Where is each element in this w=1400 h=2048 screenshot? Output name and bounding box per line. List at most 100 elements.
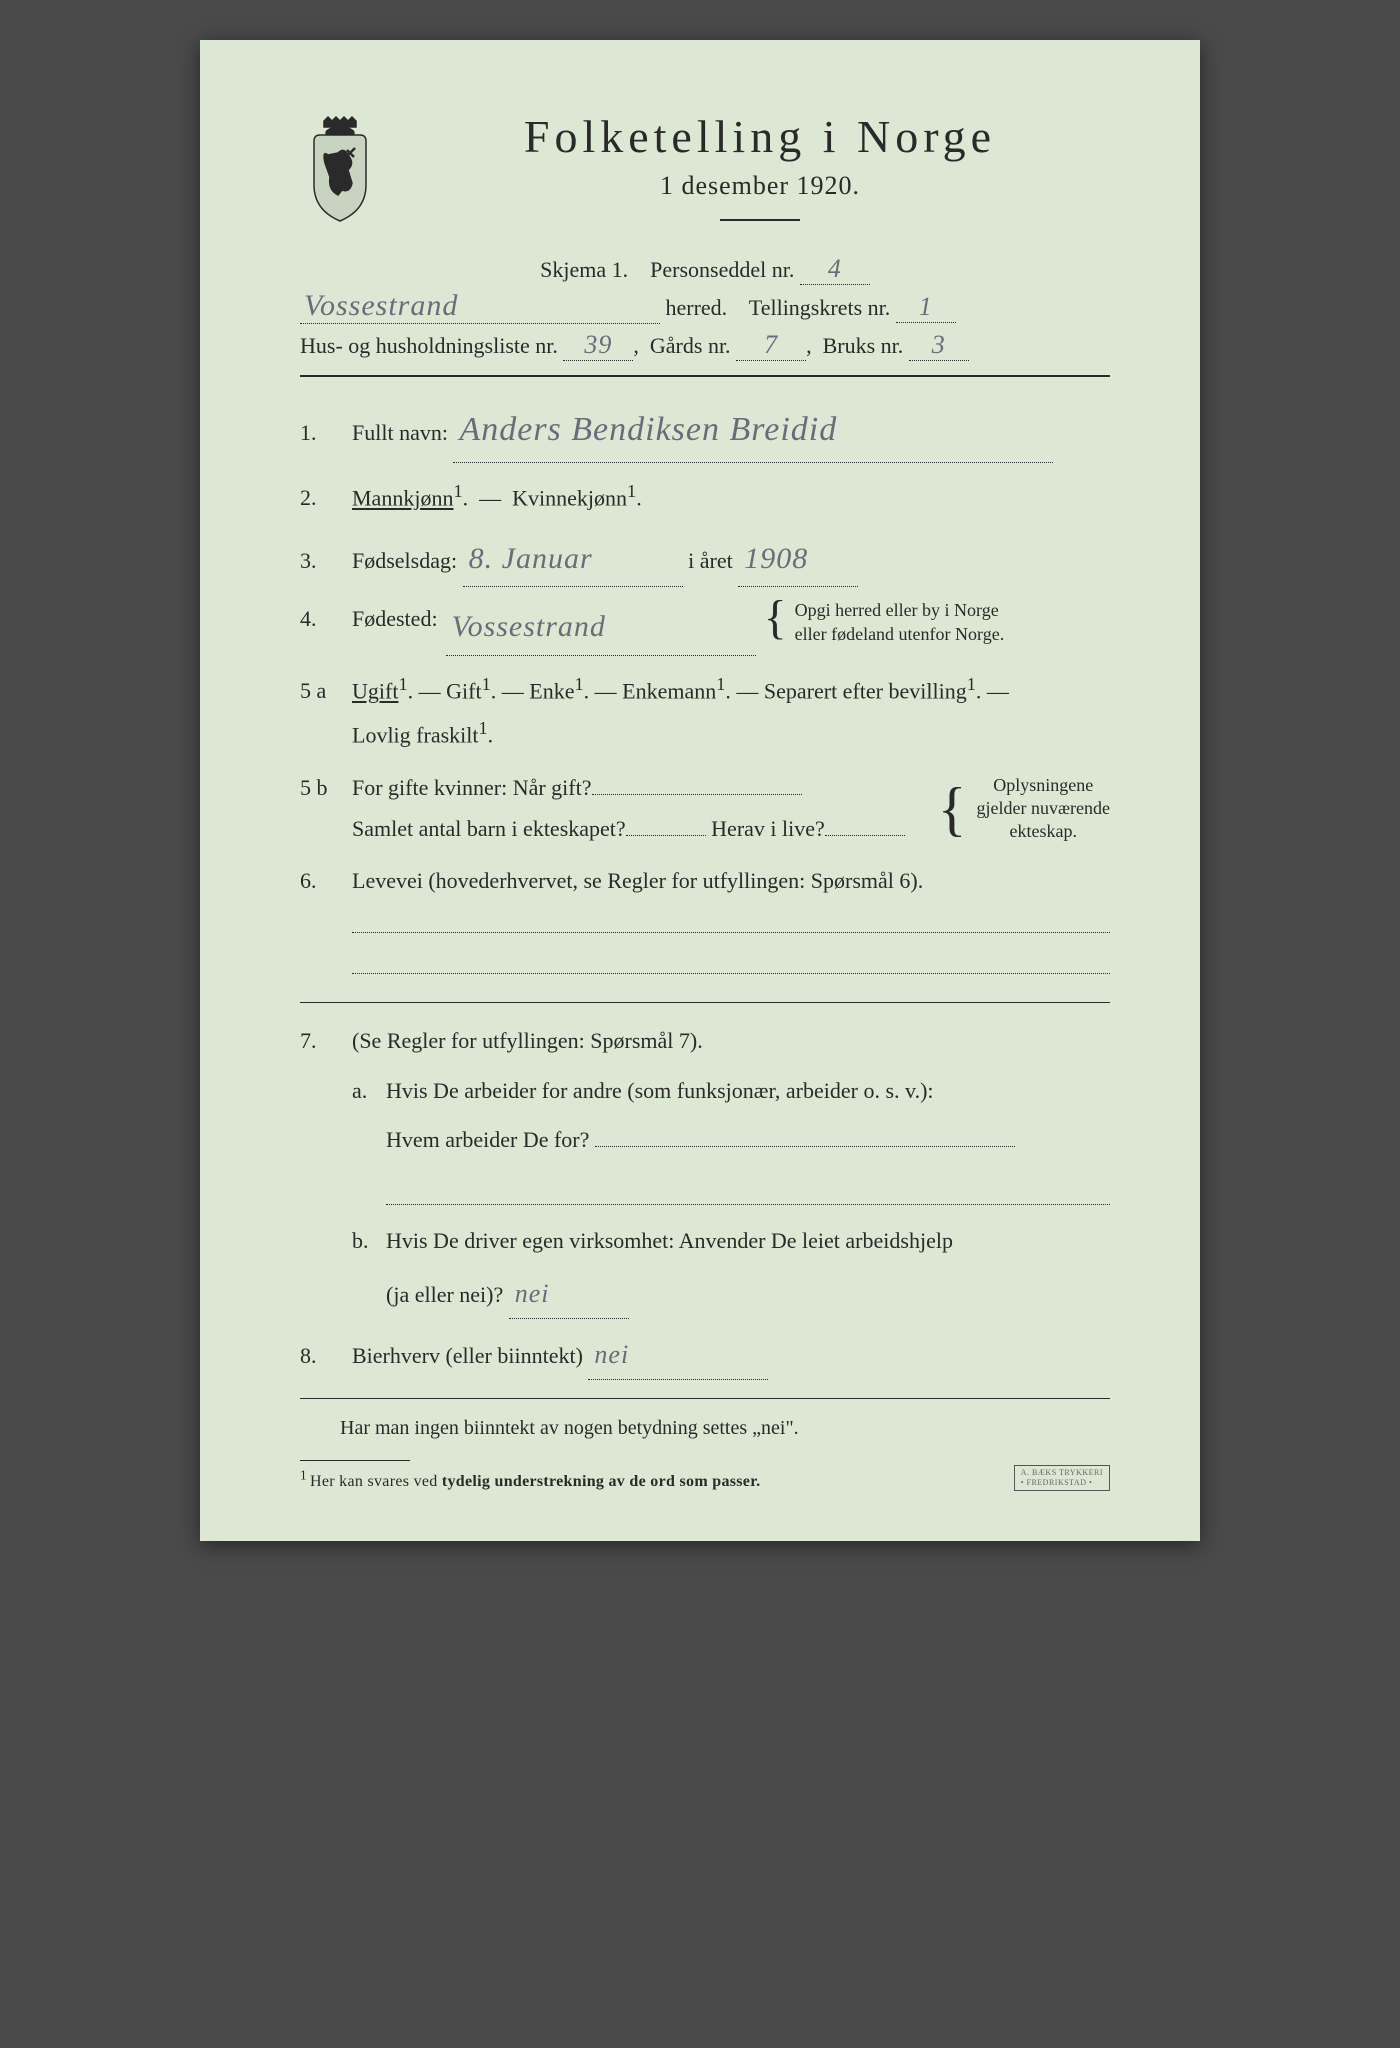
husliste-label: Hus- og husholdningsliste nr. <box>300 333 558 358</box>
q6-blank1 <box>352 902 1110 933</box>
q5a-last: Lovlig fraskilt <box>352 722 478 747</box>
sup: 1 <box>967 674 976 694</box>
schema-label: Skjema 1. <box>540 257 628 282</box>
q5b-note2: gjelder nuværende <box>977 798 1110 818</box>
personseddel-label: Personseddel nr. <box>650 257 794 282</box>
section-rule-3 <box>300 1398 1110 1399</box>
husliste-nr: 39 <box>584 330 612 359</box>
q7-intro: (Se Regler for utfyllingen: Spørsmål 7). <box>352 1021 1110 1062</box>
tellingskrets-label: Tellingskrets nr. <box>749 295 890 320</box>
q1-label: Fullt navn: <box>352 420 448 445</box>
q3-day: 8. Januar <box>469 542 593 575</box>
q5b-left: For gifte kvinner: Når gift? Samlet anta… <box>352 768 928 849</box>
herred-label: herred. <box>666 295 728 320</box>
subtitle: 1 desember 1920. <box>410 171 1110 201</box>
section-rule-1 <box>300 375 1110 377</box>
q6-num: 6. <box>300 868 340 894</box>
q5b-note: Oplysningene gjelder nuværende ekteskap. <box>977 774 1110 844</box>
q5a-opt-1: Gift <box>446 678 481 703</box>
herred-name: Vossestrand <box>304 289 458 322</box>
tellingskrets-nr: 1 <box>919 292 933 321</box>
q7-num: 7. <box>300 1028 340 1054</box>
census-form-page: Folketelling i Norge 1 desember 1920. Sk… <box>200 40 1200 1541</box>
q2-num: 2. <box>300 485 340 511</box>
q7b-num: b. <box>352 1221 374 1319</box>
gards-nr: 7 <box>764 330 778 359</box>
herred-line: Vossestrand herred. Tellingskrets nr. 1 <box>300 289 1110 324</box>
q2-opt1: Mannkjønn <box>352 485 453 510</box>
q5b-l1: For gifte kvinner: Når gift? <box>352 775 592 800</box>
bruks-nr: 3 <box>932 330 946 359</box>
sup: 1 <box>482 674 491 694</box>
coat-of-arms-icon <box>300 115 380 225</box>
header-row: Folketelling i Norge 1 desember 1920. <box>300 110 1110 246</box>
q2-opt2: Kvinnekjønn <box>512 485 627 510</box>
q3-label: Fødselsdag: <box>352 548 457 573</box>
title-block: Folketelling i Norge 1 desember 1920. <box>410 110 1110 246</box>
sup: 1 <box>478 718 487 738</box>
q4-note: Opgi herred eller by i Norge eller fødel… <box>795 599 1005 646</box>
personseddel-nr: 4 <box>828 254 842 283</box>
gards-label: Gårds nr. <box>650 333 731 358</box>
q5a-opt-2: Enke <box>529 678 574 703</box>
q7a-blank <box>386 1175 1110 1206</box>
q4-label: Fødested: <box>352 599 438 640</box>
q7a-l1: Hvis De arbeider for andre (som funksjon… <box>386 1071 1110 1112</box>
q5b-l2a: Samlet antal barn i ekteskapet? <box>352 816 626 841</box>
q8-num: 8. <box>300 1343 340 1369</box>
sup: 1 <box>716 674 725 694</box>
q7b-l1: Hvis De driver egen virksomhet: Anvender… <box>386 1221 1110 1262</box>
q4-value: Vossestrand <box>452 610 606 643</box>
brace-icon: { <box>938 785 967 833</box>
sup: 1 <box>398 674 407 694</box>
q7b-l2: (ja eller nei)? <box>386 1282 503 1307</box>
q5b-num: 5 b <box>300 775 340 801</box>
q5b-note3: ekteskap. <box>1010 821 1077 841</box>
q4-note2: eller fødeland utenfor Norge. <box>795 624 1005 644</box>
q8-row: 8. Bierhverv (eller biinntekt) nei <box>300 1331 1110 1380</box>
footnote-block: 1 Her kan svares ved tydelig understrekn… <box>300 1460 1110 1490</box>
q3-year: 1908 <box>744 542 808 575</box>
q5a-opt-3: Enkemann <box>622 678 716 703</box>
q3-row: 3. Fødselsdag: 8. Januar i året 1908 <box>300 531 1110 588</box>
bottom-note: Har man ingen biinntekt av nogen betydni… <box>300 1417 1110 1440</box>
q5a-body: Ugift1. — Gift1. — Enke1. — Enkemann1. —… <box>352 668 1110 756</box>
q6-row: 6. Levevei (hovederhvervet, se Regler fo… <box>300 861 1110 983</box>
q5b-note1: Oplysningene <box>993 775 1093 795</box>
q2-sup2: 1 <box>627 481 636 501</box>
schema-line: Skjema 1. Personseddel nr. 4 <box>300 254 1110 285</box>
sup: 1 <box>574 674 583 694</box>
q5b-l2b: Herav i live? <box>711 816 825 841</box>
q8-label: Bierhverv (eller biinntekt) <box>352 1343 583 1368</box>
q3-num: 3. <box>300 548 340 574</box>
q4-note1: Opgi herred eller by i Norge <box>795 600 999 620</box>
q1-value: Anders Bendiksen Breidid <box>459 411 837 448</box>
q4-num: 4. <box>300 606 340 632</box>
main-title: Folketelling i Norge <box>410 110 1110 163</box>
footnote-rule <box>300 1460 410 1461</box>
q1-row: 1. Fullt navn: Anders Bendiksen Breidid <box>300 399 1110 463</box>
q7a-num: a. <box>352 1071 374 1215</box>
q7b-value: nei <box>515 1279 550 1308</box>
q5a-opt-0: Ugift <box>352 678 398 703</box>
stamp-l1: A. BÆKS TRYKKERI <box>1021 1468 1103 1477</box>
q6-text: Levevei (hovederhvervet, se Regler for u… <box>352 868 923 893</box>
q2-row: 2. Mannkjønn1. — Kvinnekjønn1. <box>300 475 1110 519</box>
hus-line: Hus- og husholdningsliste nr. 39, Gårds … <box>300 330 1110 361</box>
stamp-l2: • FREDRIKSTAD • <box>1021 1478 1093 1487</box>
bruks-label: Bruks nr. <box>823 333 904 358</box>
q5a-opt-4: Separert efter bevilling <box>764 678 967 703</box>
q5a-row: 5 a Ugift1. — Gift1. — Enke1. — Enkemann… <box>300 668 1110 756</box>
printer-stamp: A. BÆKS TRYKKERI • FREDRIKSTAD • <box>1014 1465 1110 1490</box>
q1-num: 1. <box>300 420 340 446</box>
q3-mid: i året <box>688 548 733 573</box>
q2-sup1: 1 <box>453 481 462 501</box>
q7-row: 7. (Se Regler for utfyllingen: Spørsmål … <box>300 1021 1110 1320</box>
q8-value: nei <box>594 1340 629 1369</box>
footnote-sup: 1 <box>300 1467 310 1482</box>
section-rule-2 <box>300 1002 1110 1003</box>
q4-row: 4. Fødested: Vossestrand { Opgi herred e… <box>300 599 1110 656</box>
brace-icon: { <box>764 599 787 637</box>
q7a-l2: Hvem arbeider De for? <box>386 1127 589 1152</box>
q6-blank2 <box>352 943 1110 974</box>
